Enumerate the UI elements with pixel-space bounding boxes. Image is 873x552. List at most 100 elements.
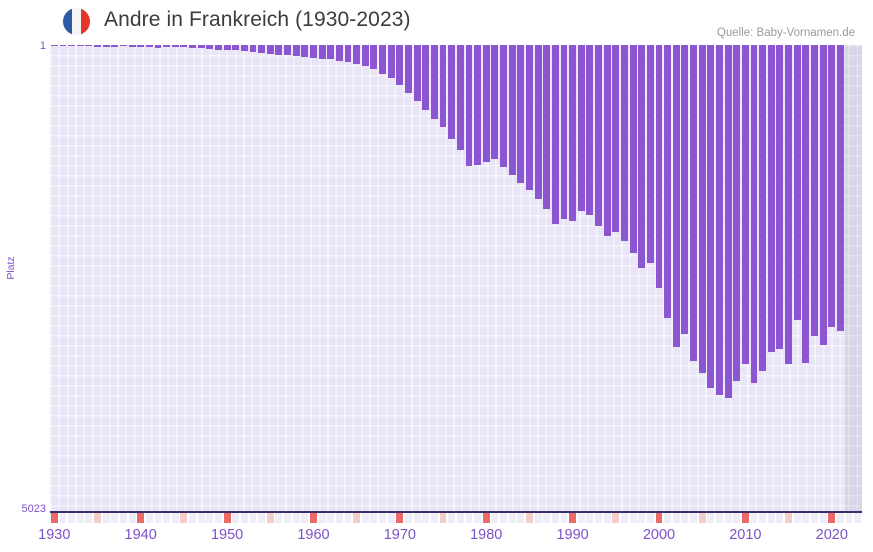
x-axis-tick-mark [655, 513, 663, 523]
bar [189, 45, 196, 48]
bar [266, 45, 274, 55]
france-flag-icon [63, 8, 90, 35]
x-axis-tick-label: 2010 [729, 527, 762, 543]
x-axis-tick-mark [318, 513, 326, 523]
x-axis-line [50, 511, 862, 513]
bar [750, 45, 758, 384]
page-title: Andre in Frankreich (1930-2023) [104, 8, 411, 31]
x-axis-tick-label: 1990 [556, 527, 589, 543]
chart-header: Andre in Frankreich (1930-2023) Quelle: … [0, 0, 873, 42]
bar [664, 45, 672, 319]
bar [819, 45, 827, 346]
x-axis-tick-mark [586, 513, 594, 523]
x-axis-tick-mark [171, 513, 179, 523]
x-axis-tick-mark [836, 513, 844, 523]
bar [413, 45, 421, 101]
bar-series [50, 45, 862, 512]
x-axis-tick-mark [681, 513, 689, 523]
bar [111, 45, 119, 47]
bar [776, 45, 784, 349]
bar [214, 45, 222, 50]
bar [119, 45, 127, 47]
x-axis-tick-mark [543, 513, 551, 523]
x-axis-tick-mark [197, 513, 205, 523]
x-axis-tick-strip [50, 513, 862, 523]
bar [258, 45, 266, 53]
bar [698, 45, 706, 374]
x-axis-tick-mark [465, 513, 473, 523]
bar [439, 45, 447, 127]
x-axis-tick-mark [59, 513, 67, 523]
bar [491, 45, 499, 160]
x-axis-tick-mark [396, 513, 404, 523]
bar [681, 45, 689, 335]
x-axis-tick-mark [154, 513, 162, 523]
y-axis-top-tick-label: 1 [39, 40, 46, 52]
x-axis-tick-mark [206, 513, 214, 523]
bar [534, 45, 542, 200]
bar [741, 45, 749, 364]
bar [284, 45, 291, 56]
x-axis-tick-mark [85, 513, 93, 523]
x-axis-tick-mark [102, 513, 110, 523]
x-axis-tick-label: 2020 [815, 527, 848, 543]
x-axis-tick-mark [180, 513, 188, 523]
x-axis-tick-mark [370, 513, 378, 523]
bar [560, 45, 568, 219]
x-axis-tick-mark [327, 513, 335, 523]
x-axis-tick-mark [828, 513, 836, 523]
bar [672, 45, 680, 348]
x-axis-tick-mark [405, 513, 412, 523]
bar [629, 45, 637, 254]
x-axis-tick-mark [379, 513, 387, 523]
bar [525, 45, 533, 190]
y-axis-title: Platz [5, 256, 17, 280]
x-axis-tick-mark [344, 513, 352, 523]
bar [180, 45, 188, 47]
x-axis-tick-mark [508, 513, 516, 523]
bar [690, 45, 697, 362]
x-axis-tick-mark [482, 513, 490, 523]
x-axis-tick-mark [741, 513, 749, 523]
bar [292, 45, 300, 57]
x-axis-tick-label: 1970 [383, 527, 416, 543]
bar [94, 45, 101, 47]
x-axis-tick-mark [776, 513, 784, 523]
bar [232, 45, 240, 51]
bar [275, 45, 283, 55]
bar [206, 45, 214, 50]
x-axis-tick-mark [534, 513, 542, 523]
x-axis-tick-mark [750, 513, 758, 523]
bar [361, 45, 369, 67]
bar [569, 45, 577, 221]
x-axis-tick-mark [767, 513, 775, 523]
x-axis-tick-mark [698, 513, 706, 523]
bar [474, 45, 482, 165]
bar [811, 45, 818, 336]
bar [638, 45, 646, 269]
x-axis-tick-mark [137, 513, 145, 523]
x-axis-tick-mark [707, 513, 715, 523]
bar [620, 45, 628, 242]
bar [171, 45, 179, 47]
x-axis-tick-label: 1930 [38, 527, 71, 543]
x-axis-tick-mark [793, 513, 801, 523]
plot-area [50, 45, 862, 512]
x-axis-tick-mark [249, 513, 257, 523]
x-axis-tick-label: 1960 [297, 527, 330, 543]
x-axis-tick-mark [266, 513, 274, 523]
x-axis-tick-mark [223, 513, 231, 523]
x-axis-tick-mark [387, 513, 395, 523]
bar [335, 45, 343, 61]
x-axis-tick-mark [111, 513, 119, 523]
x-axis-tick-mark [68, 513, 76, 523]
x-axis-tick-mark [759, 513, 767, 523]
x-axis-tick-mark [569, 513, 577, 523]
x-axis-tick-mark [292, 513, 300, 523]
bar [102, 45, 110, 47]
x-axis-tick-mark [854, 513, 862, 523]
bar [318, 45, 326, 59]
x-axis-tick-mark [94, 513, 101, 523]
bar [448, 45, 456, 139]
